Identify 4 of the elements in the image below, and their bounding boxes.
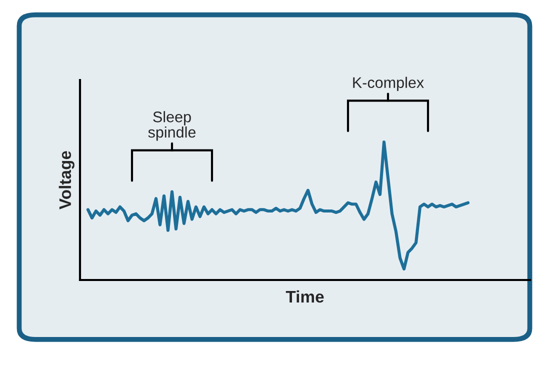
y-axis-title: Voltage [58, 151, 74, 210]
text: Sleep spindle [148, 111, 196, 141]
text: K-complex [353, 76, 424, 92]
x-axis-title: Time [286, 290, 324, 303]
